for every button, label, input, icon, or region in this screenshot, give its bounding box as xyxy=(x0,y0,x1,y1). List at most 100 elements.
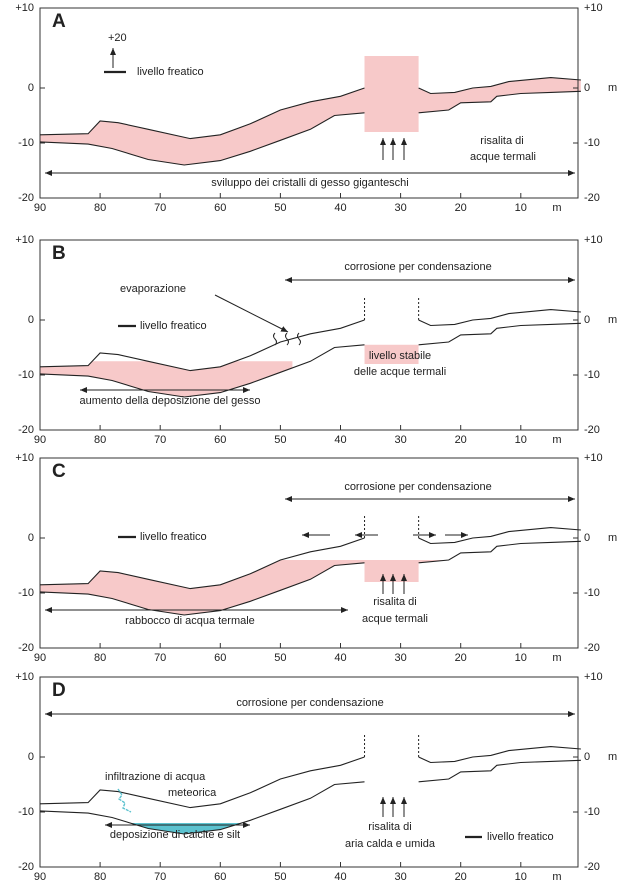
x-tick-label: 10 xyxy=(515,871,527,883)
y-tick-label: -10 xyxy=(584,587,600,599)
x-tick-label: 80 xyxy=(94,434,106,446)
y-tick-label: 0 xyxy=(28,751,34,763)
unit-label: m xyxy=(552,434,561,446)
panel: +10+1000-10-10-20-20m908070605040302010m… xyxy=(15,234,617,446)
y-tick-label: -20 xyxy=(18,642,34,654)
annotation: corrosione per condensazione xyxy=(236,697,383,709)
x-tick-label: 60 xyxy=(214,434,226,446)
annotation: meteorica xyxy=(168,787,217,799)
y-tick-label: -10 xyxy=(18,806,34,818)
y-tick-label: -20 xyxy=(18,192,34,204)
annotation: aumento della deposizione del gesso xyxy=(79,395,260,407)
x-tick-label: 70 xyxy=(154,871,166,883)
annotation: livello freatico xyxy=(137,66,204,78)
y-tick-label: -20 xyxy=(584,192,600,204)
water-fill xyxy=(40,288,581,397)
y-tick-label: 0 xyxy=(28,532,34,544)
annotation: livello stabile xyxy=(369,350,431,362)
panel-letter: B xyxy=(52,243,66,264)
diagram: +10 +10 0 0 -10 -10 -20 -20 m 90 80 70 60 50 40 30 20 10 m… xyxy=(0,0,621,886)
x-tick-label: 70 xyxy=(154,434,166,446)
cave-wall xyxy=(419,747,581,763)
cave-wall xyxy=(419,310,581,326)
panel-letter: D xyxy=(52,680,66,701)
x-tick-label: 70 xyxy=(154,652,166,664)
y-tick-label: +10 xyxy=(584,234,603,246)
x-tick-label: 10 xyxy=(515,434,527,446)
y-tick-label: 0 xyxy=(584,314,590,326)
unit-label: m xyxy=(608,532,617,544)
annotation: +20 xyxy=(108,32,127,44)
y-tick-label: -20 xyxy=(18,861,34,873)
y-tick-label: +10 xyxy=(584,671,603,683)
x-tick-label: 10 xyxy=(515,652,527,664)
x-tick-label: 80 xyxy=(94,202,106,214)
cave-wall xyxy=(419,760,581,782)
unit-label: m xyxy=(608,314,617,326)
y-tick-label: +10 xyxy=(15,234,34,246)
x-tick-label: 20 xyxy=(455,202,467,214)
y-tick-label: +10 xyxy=(15,2,34,14)
annotation: corrosione per condensazione xyxy=(344,261,491,273)
x-tick-label: 50 xyxy=(274,871,286,883)
x-tick-label: 20 xyxy=(455,652,467,664)
unit-label: m xyxy=(552,871,561,883)
y-tick-label: +10 xyxy=(15,452,34,464)
x-tick-label: 60 xyxy=(214,202,226,214)
annotation: acque termali xyxy=(470,151,536,163)
x-tick-label: 50 xyxy=(274,434,286,446)
unit-label: m xyxy=(552,652,561,664)
x-tick-label: 90 xyxy=(34,202,46,214)
annotation: aria calda e umida xyxy=(345,838,436,850)
evaporation-squiggle xyxy=(298,333,301,345)
annotation: sviluppo dei cristalli di gesso gigantes… xyxy=(211,177,409,189)
x-tick-label: 80 xyxy=(94,871,106,883)
x-tick-label: 60 xyxy=(214,871,226,883)
y-tick-label: 0 xyxy=(584,532,590,544)
cave-wall xyxy=(419,323,581,345)
x-tick-label: 20 xyxy=(455,871,467,883)
x-tick-label: 40 xyxy=(334,871,346,883)
annotation: risalita di xyxy=(480,135,523,147)
annotation: evaporazione xyxy=(120,283,186,295)
x-tick-label: 90 xyxy=(34,434,46,446)
y-tick-label: 0 xyxy=(584,751,590,763)
y-tick-label: -10 xyxy=(18,137,34,149)
y-tick-label: -20 xyxy=(584,424,600,436)
annotation: infiltrazione di acqua xyxy=(105,771,206,783)
x-tick-label: 50 xyxy=(274,652,286,664)
x-tick-label: 70 xyxy=(154,202,166,214)
x-tick-label: 10 xyxy=(515,202,527,214)
x-tick-label: 90 xyxy=(34,871,46,883)
frame xyxy=(40,458,578,648)
y-tick-label: -20 xyxy=(18,424,34,436)
annotation: corrosione per condensazione xyxy=(344,481,491,493)
water-fill xyxy=(40,506,581,615)
x-tick-label: 20 xyxy=(455,434,467,446)
cave-wall xyxy=(419,528,581,544)
annotation: livello freatico xyxy=(487,831,554,843)
x-tick-label: 40 xyxy=(334,652,346,664)
annotation: risalita di xyxy=(373,596,416,608)
unit-label: m xyxy=(552,202,561,214)
unit-label: m xyxy=(608,751,617,763)
x-tick-label: 30 xyxy=(394,434,406,446)
panel-letter: C xyxy=(52,461,66,482)
y-tick-label: -10 xyxy=(18,369,34,381)
y-tick-label: -20 xyxy=(584,861,600,873)
annotation: livello freatico xyxy=(140,320,207,332)
unit-label: m xyxy=(608,82,617,94)
panel-letter: A xyxy=(52,11,66,32)
annotation: acque termali xyxy=(362,613,428,625)
y-tick-label: -10 xyxy=(18,587,34,599)
x-tick-label: 30 xyxy=(394,871,406,883)
x-tick-label: 60 xyxy=(214,652,226,664)
x-tick-label: 50 xyxy=(274,202,286,214)
evaporation-squiggle xyxy=(286,333,289,345)
annotation: rabbocco di acqua termale xyxy=(125,615,255,627)
annotation: deposizione di calcite e silt xyxy=(110,829,240,841)
y-tick-label: -10 xyxy=(584,137,600,149)
